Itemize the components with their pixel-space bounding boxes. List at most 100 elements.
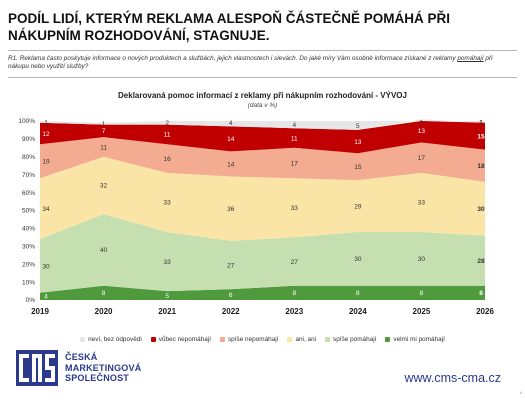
legend-item: velmi mi pomáhají bbox=[385, 336, 445, 343]
page-number: 4 bbox=[519, 390, 522, 395]
slide-title: PODÍL LIDÍ, KTERÝM REKLAMA ALESPOŇ ČÁSTE… bbox=[8, 11, 451, 43]
data-label: 11 bbox=[164, 132, 171, 139]
legend-label: velmi mi pomáhají bbox=[393, 336, 445, 343]
data-label: 5 bbox=[165, 293, 169, 300]
data-label: 7 bbox=[102, 128, 106, 135]
x-tick-label: 2023 bbox=[285, 307, 303, 316]
question-divider bbox=[8, 77, 517, 78]
x-tick-label: 2024 bbox=[349, 307, 367, 316]
data-label: 15 bbox=[354, 164, 362, 171]
data-label: 40 bbox=[100, 247, 108, 254]
y-tick-label: 80% bbox=[22, 154, 35, 161]
y-tick-label: 20% bbox=[22, 261, 35, 268]
data-label: 19 bbox=[42, 159, 50, 166]
logo-text: ČESKÁ MARKETINGOVÁ SPOLEČNOST bbox=[65, 352, 141, 384]
legend-swatch bbox=[325, 337, 331, 342]
data-label: 4 bbox=[44, 294, 48, 301]
area-2 bbox=[40, 214, 485, 293]
data-label: 33 bbox=[291, 205, 299, 212]
data-label: 1 bbox=[102, 121, 106, 128]
data-label: 33 bbox=[164, 200, 172, 207]
y-tick-label: 10% bbox=[22, 279, 35, 286]
x-tick-label: 2021 bbox=[158, 307, 176, 316]
legend-swatch bbox=[287, 337, 293, 342]
logo-line-3: SPOLEČNOST bbox=[65, 373, 130, 384]
legend-item: spíše nepomáhají bbox=[219, 336, 279, 343]
chart-legend: neví, bez odpovědi vůbec nepomáhají spíše … bbox=[0, 336, 525, 343]
legend-item: neví, bez odpovědi bbox=[80, 336, 142, 343]
data-label: 1 bbox=[420, 120, 424, 127]
data-label: 27 bbox=[227, 262, 235, 269]
data-label: 1 bbox=[479, 120, 483, 127]
x-tick-label: 2026 bbox=[476, 307, 494, 316]
legend-item: ani, ani bbox=[287, 336, 316, 343]
data-label: 2 bbox=[165, 120, 169, 127]
legend-label: ani, ani bbox=[295, 336, 317, 343]
data-label: 30 bbox=[42, 263, 50, 270]
legend-swatch bbox=[80, 337, 86, 342]
y-tick-label: 30% bbox=[22, 244, 35, 251]
data-label: 34 bbox=[42, 206, 50, 213]
website-link[interactable]: www.cms-cma.cz bbox=[404, 371, 501, 385]
data-label: 15 bbox=[477, 134, 485, 141]
data-label: 32 bbox=[100, 183, 108, 190]
data-label: 36 bbox=[227, 206, 235, 213]
cms-logo: ČESKÁ MARKETINGOVÁ SPOLEČNOST bbox=[16, 350, 141, 386]
x-tick-label: 2019 bbox=[31, 307, 49, 316]
data-label: 8 bbox=[356, 290, 360, 297]
question-text-start: R1. Reklama často poskytuje informace o … bbox=[8, 55, 458, 62]
data-label: 17 bbox=[291, 160, 299, 167]
logo-line-1: ČESKÁ bbox=[65, 352, 98, 363]
data-label: 17 bbox=[418, 155, 426, 162]
legend-item: spíše pomáhají bbox=[325, 336, 376, 343]
question-emphasis: pomáhají bbox=[457, 55, 484, 62]
data-label: 11 bbox=[100, 144, 107, 151]
x-tick-label: 2020 bbox=[95, 307, 113, 316]
title-divider bbox=[8, 50, 517, 51]
chart-subtitle: (data v %) bbox=[247, 102, 278, 109]
y-tick-label: 50% bbox=[22, 208, 35, 215]
data-label: 8 bbox=[102, 290, 106, 297]
area-5 bbox=[40, 121, 485, 154]
legend-swatch bbox=[150, 337, 156, 342]
data-label: 18 bbox=[477, 163, 485, 170]
legend-swatch bbox=[385, 337, 391, 342]
data-label: 33 bbox=[164, 259, 172, 266]
data-label: 30 bbox=[418, 256, 426, 263]
question-text-end: při nákupu nebo využití služby? bbox=[8, 55, 493, 70]
legend-label: spíše nepomáhají bbox=[227, 336, 279, 343]
x-tick-label: 2022 bbox=[222, 307, 240, 316]
survey-question: R1. Reklama často poskytuje informace o … bbox=[8, 55, 513, 71]
data-label: 4 bbox=[229, 120, 233, 127]
area-6 bbox=[40, 119, 485, 130]
x-tick-label: 2025 bbox=[413, 307, 431, 316]
area-3 bbox=[40, 156, 485, 241]
data-label: 33 bbox=[418, 200, 426, 207]
data-label: 28 bbox=[477, 258, 485, 265]
data-label: 12 bbox=[42, 131, 50, 138]
data-label: 14 bbox=[227, 161, 235, 168]
y-tick-label: 70% bbox=[22, 172, 35, 179]
data-label: 30 bbox=[477, 206, 485, 213]
data-label: 4 bbox=[292, 122, 296, 129]
data-label: 8 bbox=[292, 290, 296, 297]
data-label: 29 bbox=[354, 203, 362, 210]
legend-swatch bbox=[219, 337, 225, 342]
legend-label: vůbec nepomáhají bbox=[158, 336, 211, 343]
data-label: 11 bbox=[291, 135, 298, 142]
y-tick-label: 90% bbox=[22, 136, 35, 143]
data-label: 30 bbox=[354, 256, 362, 263]
data-label: 1 bbox=[44, 120, 48, 127]
legend-label: neví, bez odpovědi bbox=[88, 336, 142, 343]
data-label: 27 bbox=[291, 259, 299, 266]
legend-label: spíše pomáhají bbox=[333, 336, 377, 343]
y-tick-label: 0% bbox=[26, 297, 36, 304]
cms-logo-mark-icon bbox=[16, 350, 58, 386]
data-label: 5 bbox=[356, 123, 360, 130]
area-4 bbox=[40, 137, 485, 182]
data-label: 6 bbox=[229, 292, 233, 299]
area-1 bbox=[40, 285, 485, 300]
data-label: 13 bbox=[418, 128, 426, 135]
data-label: 13 bbox=[354, 139, 362, 146]
y-tick-label: 100% bbox=[18, 118, 35, 125]
